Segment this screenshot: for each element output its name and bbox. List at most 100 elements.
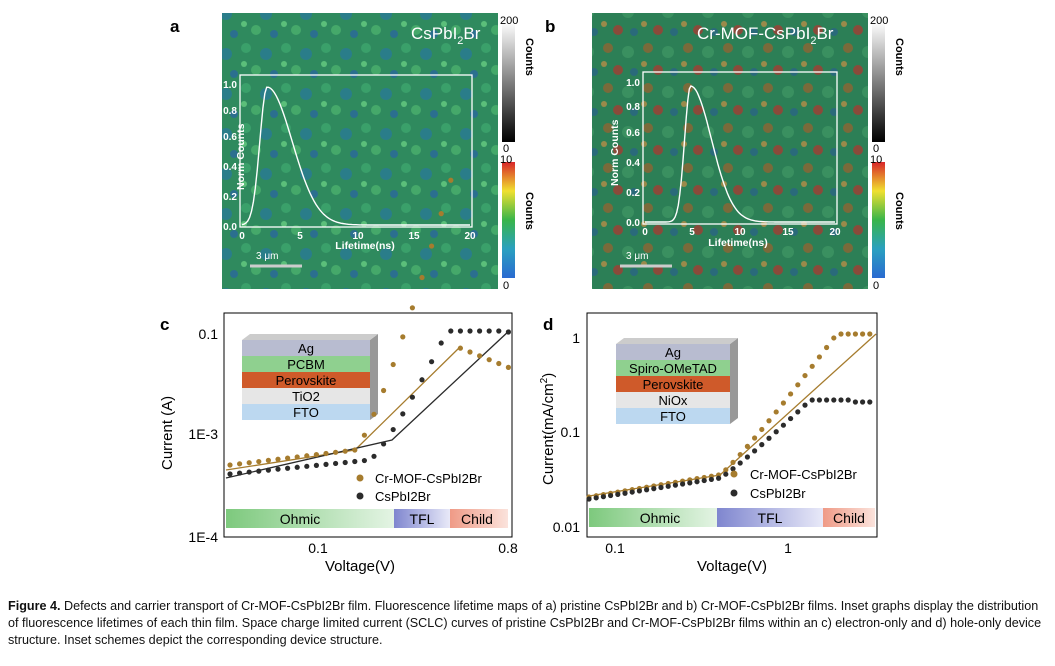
- scalebar-label-b: 3 μm: [626, 251, 648, 262]
- inset-yticks-a: 0.0 0.2 0.4 0.6 0.8 1.0: [223, 80, 237, 233]
- data-point: [723, 471, 729, 477]
- data-point: [419, 274, 425, 281]
- ytick-a: 0.4: [223, 162, 237, 173]
- data-point: [438, 340, 444, 346]
- data-point: [227, 471, 233, 477]
- legend-marker-gold-d: [730, 470, 738, 478]
- cbar-bottom-min-a: 0: [503, 280, 509, 292]
- figure-caption: Figure 4. Defects and carrier transport …: [8, 598, 1048, 649]
- data-point: [294, 464, 300, 470]
- layer-label-d: Perovskite: [643, 377, 704, 392]
- data-point: [477, 328, 483, 334]
- legend-label-d: CsPbI2Br: [750, 486, 806, 501]
- data-point: [737, 460, 743, 466]
- xtick-d: 1: [784, 540, 792, 556]
- data-point: [246, 469, 252, 475]
- ylabel-c: Current (A): [159, 396, 176, 470]
- layer-label-d: FTO: [660, 409, 686, 424]
- data-point: [227, 462, 233, 468]
- cbar-bottom-label-a: Counts: [523, 192, 535, 230]
- data-point: [505, 364, 511, 370]
- data-point: [766, 435, 772, 441]
- cbar-top-max-a: 200: [500, 15, 518, 27]
- data-point: [586, 496, 592, 502]
- data-point: [680, 481, 686, 487]
- data-point: [701, 477, 707, 484]
- region-tfl-d: [717, 508, 823, 527]
- ylabel-d: Current(mA/cm2): [539, 373, 557, 485]
- data-point: [708, 476, 715, 483]
- data-point: [636, 488, 643, 494]
- data-point: [400, 334, 406, 340]
- ytick-b: 0.2: [626, 188, 640, 199]
- layer-niox-d: [616, 392, 730, 408]
- legend-label-c: CsPbI2Br: [375, 489, 431, 504]
- data-point: [860, 331, 866, 337]
- xtick-b: 0: [642, 227, 648, 238]
- data-point: [615, 491, 621, 497]
- data-point: [496, 328, 502, 334]
- data-point: [658, 484, 664, 491]
- xtick-d: 0.1: [605, 540, 625, 556]
- series-c: [225, 177, 511, 479]
- data-point: [744, 443, 751, 449]
- xtick-b: 5: [689, 227, 695, 238]
- xtick-a: 5: [297, 231, 303, 242]
- panel-letter-a: a: [170, 17, 180, 36]
- data-point: [285, 465, 291, 471]
- ytick-a: 0.0: [223, 222, 237, 233]
- panel-d: d 1 0.1 0.01 0.1 1 Voltage(V) Current(mA…: [539, 312, 878, 575]
- data-point: [352, 458, 358, 465]
- data-point: [802, 372, 808, 379]
- panel-a: a CsPbI2Br 0.0 0.2 0.4 0.6 0.8 1.0 0 5 1…: [170, 13, 535, 292]
- data-point: [629, 489, 635, 495]
- ytick-b: 0.8: [626, 102, 640, 113]
- panel-b: b Cr-MOF-CsPbI2Br 0.0 0.2 0.4 0.6 0.8 1.…: [545, 13, 905, 292]
- data-point: [477, 353, 483, 359]
- data-point: [486, 357, 492, 363]
- data-point: [802, 402, 808, 408]
- plot-frame-c: [223, 312, 513, 538]
- data-point: [246, 460, 252, 466]
- data-point: [773, 429, 779, 435]
- data-point: [651, 486, 657, 492]
- panel-c: c 0.1 1E-3 1E-4 0.1 0.8 Voltage(V) Curre…: [159, 177, 518, 575]
- fit-line: [225, 329, 511, 479]
- region-ohmic-c: [226, 509, 394, 528]
- data-point: [867, 331, 873, 337]
- xtick-c: 0.8: [498, 540, 518, 556]
- xtick-a: 0: [239, 231, 245, 242]
- data-point: [342, 448, 348, 454]
- data-point: [438, 211, 444, 217]
- region-label-ohmic-d: Ohmic: [640, 510, 680, 526]
- inset-xticks-b: 0 5 10 15 20: [642, 227, 841, 238]
- xtick-a: 15: [408, 231, 420, 242]
- device-stack-d: Ag Spiro-OMeTAD Perovskite NiOx FTO: [616, 338, 738, 424]
- legend-marker-gold-c: [356, 474, 364, 482]
- data-point: [429, 243, 435, 249]
- decay-curve-b: [645, 85, 835, 223]
- lifetime-map-a: [222, 13, 498, 289]
- data-point: [622, 490, 628, 496]
- data-point: [831, 397, 837, 403]
- data-point: [457, 345, 463, 351]
- cbar-bottom-max-a: 10: [500, 154, 512, 166]
- data-point: [744, 454, 751, 460]
- legend-marker-dark-d: [730, 489, 738, 497]
- stack-top-c: [242, 334, 378, 340]
- cbar-bottom-max-b: 10: [870, 154, 882, 166]
- colorbar-gray-a: [502, 22, 515, 142]
- region-label-tfl-c: TFL: [410, 511, 435, 527]
- region-ohmic-d: [589, 508, 717, 527]
- data-point: [505, 329, 511, 335]
- data-point: [752, 448, 758, 454]
- data-point: [845, 397, 851, 403]
- data-point: [371, 411, 377, 417]
- data-point: [773, 409, 779, 415]
- data-point: [496, 360, 502, 367]
- data-point: [644, 487, 650, 493]
- ytick-d: 0.1: [561, 424, 581, 440]
- data-point: [285, 455, 291, 461]
- region-child-c: [450, 509, 508, 528]
- layer-ag-d: [616, 344, 730, 360]
